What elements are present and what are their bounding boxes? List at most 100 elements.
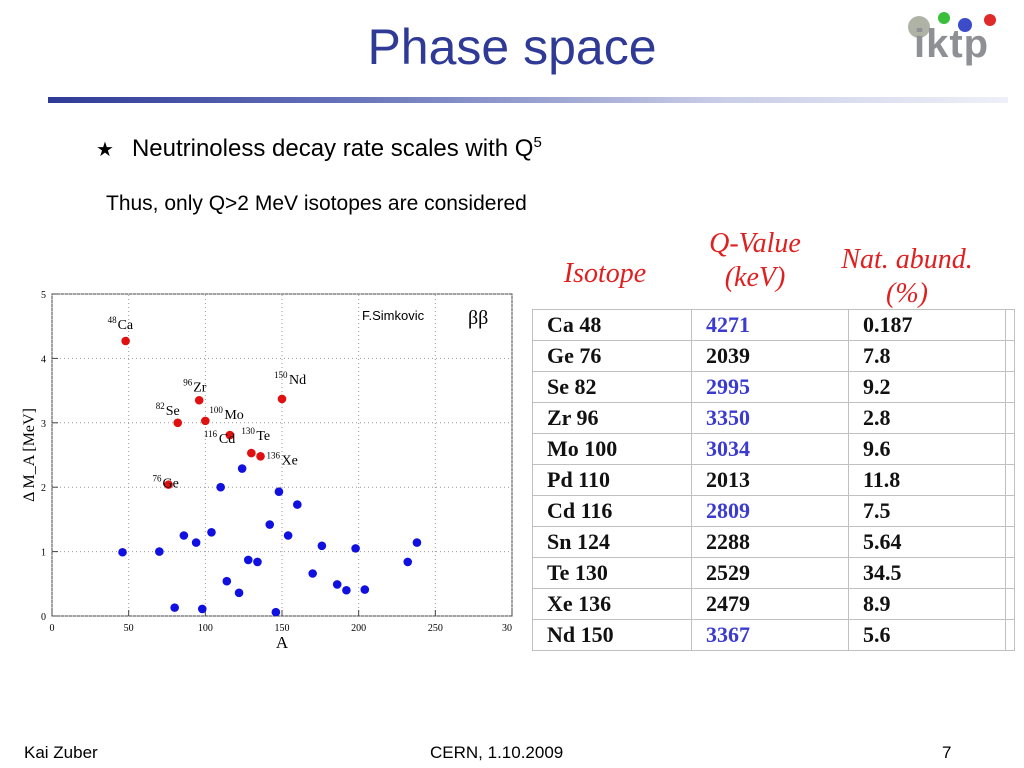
point-element-label: Xe <box>282 453 298 468</box>
y-tick-label: 1 <box>41 548 46 559</box>
table-edge-cell <box>1005 495 1015 527</box>
header-abundance: Nat. abund. <box>841 244 973 275</box>
abundance-cell: 0.187 <box>848 309 1006 341</box>
point-mass-label: 82 <box>156 401 165 411</box>
point-element-label: Te <box>256 429 270 444</box>
point-element-label: Mo <box>224 408 243 423</box>
isotope-point <box>271 607 281 617</box>
iktp-logo <box>900 8 1012 70</box>
x-axis-label: A <box>276 633 289 652</box>
table-edge-cell <box>1005 402 1015 434</box>
table-row: Xe 136 2479 8.9 <box>532 588 1015 620</box>
q-value-cell: 2288 <box>691 526 849 558</box>
isotope-point <box>170 603 179 612</box>
q-value-cell: 2995 <box>691 371 849 403</box>
table-edge-cell <box>1005 309 1015 341</box>
abundance-cell: 7.8 <box>848 340 1006 372</box>
logo-text: iktp <box>914 22 990 66</box>
bullet-superscript: 5 <box>533 134 542 151</box>
table-edge-cell <box>1005 588 1015 620</box>
isotope-cell: Te 130 <box>532 557 692 589</box>
x-tick-label: 0 <box>50 623 55 634</box>
point-element-label: Ge <box>163 477 179 492</box>
table-edge-cell <box>1005 371 1015 403</box>
point-element-label: Se <box>166 404 180 419</box>
isotope-cell: Sn 124 <box>532 526 692 558</box>
table-row: Ca 48 4271 0.187 <box>532 309 1015 341</box>
bb-isotope-point <box>194 395 204 405</box>
y-tick-label: 3 <box>41 419 46 430</box>
abundance-cell: 5.6 <box>848 619 1006 651</box>
isotope-table: Ca 48 4271 0.187 Ge 76 2039 7.8 Se 82 2995 9.2 Zr… <box>532 309 1015 651</box>
footer-event: CERN, 1.10.2009 <box>430 743 564 762</box>
y-tick-label: 5 <box>41 290 46 301</box>
isotope-cell: Cd 116 <box>532 495 692 527</box>
table-edge-cell <box>1005 619 1015 651</box>
header-abundance-unit: (%) <box>886 278 928 309</box>
subtext: Thus, only Q>2 MeV isotopes are consider… <box>106 192 527 215</box>
bb-isotope-point <box>256 451 265 461</box>
bullet-point: ★ Neutrinoless decay rate scales with Q5 <box>96 134 542 163</box>
point-mass-label: 48 <box>108 315 118 325</box>
point-mass-label: 130 <box>241 426 255 436</box>
isotope-point <box>243 555 253 565</box>
table-edge-cell <box>1005 464 1015 496</box>
abundance-cell: 34.5 <box>848 557 1006 589</box>
isotope-point <box>293 500 302 509</box>
isotope-point <box>342 585 351 595</box>
bb-isotope-point <box>247 448 256 458</box>
isotope-point <box>332 580 342 589</box>
isotope-point <box>179 531 189 540</box>
isotope-point <box>265 520 275 529</box>
star-bullet-icon: ★ <box>96 139 114 161</box>
bb-isotope-point <box>173 418 183 428</box>
bb-isotope-point <box>201 416 210 426</box>
isotope-point <box>237 464 247 473</box>
point-element-label: Ca <box>118 318 134 333</box>
header-q-unit: (keV) <box>724 262 786 293</box>
isotope-point <box>283 531 293 540</box>
isotope-point <box>216 482 225 492</box>
isotope-cell: Se 82 <box>532 371 692 403</box>
table-row: Mo 100 3034 9.6 <box>532 433 1015 465</box>
isotope-point <box>222 576 232 586</box>
isotope-point <box>317 541 327 551</box>
x-tick-label: 30 <box>502 623 512 634</box>
header-q-value: Q-Value <box>709 228 801 259</box>
isotope-point <box>351 544 360 553</box>
q-value-cell: 3367 <box>691 619 849 651</box>
isotope-point <box>360 585 370 594</box>
logo-green-dot <box>938 12 950 24</box>
table-row: Se 82 2995 9.2 <box>532 371 1015 403</box>
q-value-cell: 2809 <box>691 495 849 527</box>
abundance-cell: 2.8 <box>848 402 1006 434</box>
q-value-cell: 2039 <box>691 340 849 372</box>
isotope-cell: Ca 48 <box>532 309 692 341</box>
footer-author: Kai Zuber <box>24 743 98 762</box>
footer-page-number: 7 <box>942 743 952 762</box>
isotope-point <box>155 547 164 556</box>
isotope-point <box>308 569 317 578</box>
isotope-cell: Ge 76 <box>532 340 692 372</box>
isotope-point <box>274 487 284 497</box>
isotope-cell: Mo 100 <box>532 433 692 465</box>
isotope-point <box>403 557 413 567</box>
bb-isotope-point <box>121 336 130 346</box>
bb-isotope-point <box>225 430 235 440</box>
isotope-cell: Pd 110 <box>532 464 692 496</box>
isotope-cell: Zr 96 <box>532 402 692 434</box>
point-mass-label: 96 <box>183 377 193 387</box>
isotope-cell: Xe 136 <box>532 588 692 620</box>
q-value-cell: 3350 <box>691 402 849 434</box>
q-value-cell: 3034 <box>691 433 849 465</box>
point-element-label: Cd <box>219 432 235 447</box>
chart-credit: F.Simkovic <box>362 308 425 323</box>
x-tick-label: 250 <box>428 623 443 634</box>
point-mass-label: 116 <box>204 429 218 439</box>
point-mass-label: 150 <box>274 370 288 380</box>
logo-grey-dot <box>908 16 930 38</box>
table-row: Te 130 2529 34.5 <box>532 557 1015 589</box>
